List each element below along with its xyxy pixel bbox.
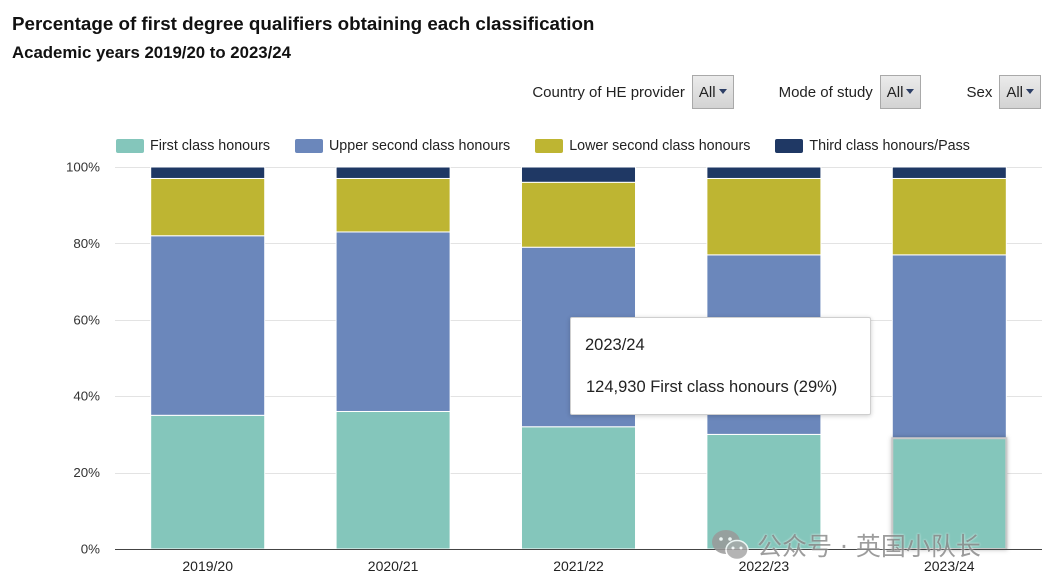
legend-swatch [294, 139, 323, 153]
bar-segment[interactable] [335, 231, 451, 412]
filter-country: Country of HE provider All [532, 75, 734, 109]
chart-subtitle: Academic years 2019/20 to 2023/24 [12, 43, 291, 62]
x-tick-label: 2022/23 [739, 558, 790, 574]
y-tick-label: 40% [73, 389, 100, 404]
bar-segment[interactable] [150, 414, 266, 550]
legend-swatch [535, 139, 564, 153]
dropdown-value: All [886, 83, 904, 101]
x-tick-label: 2019/20 [182, 558, 233, 574]
bar-segment[interactable] [335, 177, 451, 233]
legend-swatch [775, 139, 804, 153]
bar-stack [891, 166, 1008, 550]
bar-segment[interactable] [150, 177, 266, 237]
y-tick-label: 20% [73, 465, 100, 480]
legend-item-lower-second-class-honours[interactable]: Lower second class honours [535, 138, 750, 154]
legend: First class honours Upper second class h… [116, 137, 995, 155]
bar-segment[interactable] [520, 426, 637, 550]
chart-title: Percentage of first degree qualifiers ob… [12, 13, 595, 34]
filter-mode-of-study: Mode of study All [779, 75, 922, 109]
y-tick-label: 60% [73, 312, 100, 327]
dropdown-value: All [698, 83, 716, 101]
bar-segment[interactable] [520, 166, 637, 183]
dropdown-arrow-icon [718, 89, 727, 94]
bar-segment[interactable] [150, 166, 266, 179]
legend-item-third-class-honours-pass[interactable]: Third class honours/Pass [775, 138, 970, 154]
dropdown-value: All [1006, 83, 1023, 101]
legend-label: Third class honours/Pass [809, 138, 970, 154]
y-tick-label: 80% [73, 236, 100, 251]
bar-segment[interactable] [891, 437, 1008, 550]
bar-segment[interactable] [706, 166, 822, 179]
tooltip: 2023/24 124,930 First class honours (29%… [570, 317, 871, 415]
legend-label: Lower second class honours [569, 138, 751, 154]
bar-segment[interactable] [891, 166, 1007, 179]
bar-segment[interactable] [335, 410, 451, 550]
x-tick-label: 2021/22 [553, 558, 604, 574]
bar-segment[interactable] [335, 166, 451, 179]
mode-of-study-dropdown[interactable]: All [879, 75, 922, 109]
tooltip-text: 124,930 First class honours (29%) [586, 378, 838, 396]
filter-label: Sex [966, 83, 993, 101]
bar-segment[interactable] [891, 177, 1007, 256]
legend-swatch [116, 139, 144, 153]
y-tick-label: 100% [66, 160, 100, 175]
dropdown-arrow-icon [906, 89, 915, 94]
dropdown-arrow-icon [1026, 89, 1034, 94]
legend-label: Upper second class honours [328, 138, 511, 154]
bar-segment[interactable] [706, 433, 822, 550]
bar-stack [335, 166, 451, 550]
legend-item-first-class-honours[interactable]: First class honours [116, 138, 270, 154]
bar-segment[interactable] [520, 181, 637, 248]
sex-dropdown[interactable]: All [999, 75, 1041, 109]
bar-segment[interactable] [891, 254, 1007, 439]
filter-label: Mode of study [778, 83, 873, 101]
country-dropdown[interactable]: All [691, 75, 734, 109]
legend-item-upper-second-class-honours[interactable]: Upper second class honours [294, 138, 511, 154]
watermark-text: 公众号 · 英国小队长 [757, 532, 981, 561]
x-tick-label: 2023/24 [924, 558, 975, 574]
filter-label: Country of HE provider [532, 83, 685, 101]
bar-segment[interactable] [706, 177, 822, 256]
bar-stack [150, 166, 266, 550]
bar-segment[interactable] [150, 235, 266, 416]
filter-sex: Sex All [966, 75, 1041, 109]
x-tick-label: 2020/21 [368, 558, 419, 574]
filter-bar: Country of HE provider All Mode of study… [532, 75, 1041, 109]
watermark: 公众号 · 英国小队长 [711, 527, 981, 563]
wechat-icon [712, 530, 749, 561]
legend-label: First class honours [150, 138, 270, 154]
tooltip-title: 2023/24 [585, 336, 645, 354]
y-tick-label: 0% [81, 542, 100, 557]
